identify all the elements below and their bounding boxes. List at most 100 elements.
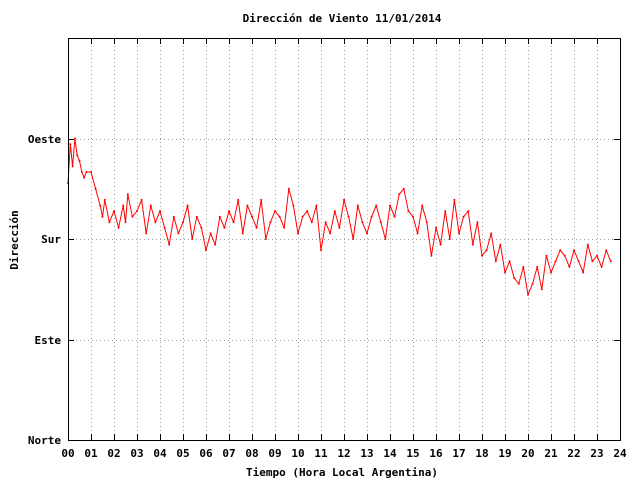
data-point	[310, 221, 313, 224]
data-point	[416, 232, 419, 235]
x-tick-label: 09	[268, 447, 281, 460]
data-point	[320, 249, 322, 252]
data-point	[145, 232, 148, 235]
x-tick-label: 18	[475, 447, 488, 460]
y-tick-label: Oeste	[28, 133, 61, 146]
data-point	[278, 215, 281, 218]
data-point	[136, 210, 138, 213]
data-point	[384, 238, 387, 240]
data-point	[425, 221, 428, 224]
data-point	[550, 271, 552, 274]
data-point	[260, 198, 263, 201]
data-point	[421, 204, 424, 207]
y-tick-label: Este	[35, 334, 62, 347]
data-point	[177, 232, 180, 235]
data-point	[297, 232, 299, 235]
data-point	[563, 254, 566, 257]
data-point	[103, 198, 106, 201]
data-point	[73, 137, 76, 140]
label-layer: 00 01 02 03 04 05 06 07 08 09 10 11 12 13 14 15 16 17 18 19…	[28, 133, 627, 460]
data-point	[78, 159, 81, 162]
data-point	[504, 271, 506, 274]
data-point	[251, 215, 253, 218]
data-point	[407, 210, 410, 213]
data-point	[117, 226, 120, 229]
data-point	[494, 260, 497, 263]
data-point	[274, 210, 276, 213]
data-point	[568, 265, 571, 268]
data-point	[292, 204, 295, 207]
data-point	[228, 210, 230, 213]
data-point	[205, 249, 207, 252]
data-point	[168, 243, 171, 246]
data-point	[458, 232, 460, 235]
data-point	[485, 249, 488, 252]
x-tick-label: 12	[337, 447, 350, 460]
data-point	[306, 210, 309, 213]
data-point	[324, 221, 327, 224]
x-tick-label: 10	[291, 447, 304, 460]
data-point	[209, 232, 212, 235]
x-tick-label: 22	[567, 447, 580, 460]
data-point	[287, 187, 290, 190]
data-point	[347, 215, 350, 218]
data-point	[559, 249, 562, 252]
x-tick-label: 21	[544, 447, 558, 460]
data-point	[214, 243, 217, 246]
data-point	[439, 243, 442, 246]
data-point	[600, 265, 603, 268]
data-point	[200, 226, 203, 229]
data-point	[398, 193, 401, 196]
data-point	[379, 221, 382, 224]
data-point	[499, 243, 502, 246]
data-point	[527, 293, 529, 296]
data-point	[577, 260, 580, 263]
data-point	[83, 176, 86, 179]
data-point	[513, 277, 516, 280]
data-point	[435, 226, 437, 229]
data-point	[333, 210, 336, 213]
data-point	[481, 254, 483, 257]
x-tick-label: 17	[452, 447, 465, 460]
data-point	[186, 204, 189, 207]
data-point	[99, 204, 102, 207]
x-tick-label: 08	[245, 447, 258, 460]
x-tick-label: 01	[84, 447, 98, 460]
data-point	[108, 221, 111, 224]
data-point	[315, 204, 318, 207]
data-point	[241, 232, 244, 235]
data-point	[264, 238, 267, 240]
data-point	[113, 210, 115, 213]
x-tick-label: 07	[222, 447, 235, 460]
data-point	[356, 204, 359, 207]
data-point	[448, 238, 451, 240]
data-point	[122, 204, 125, 207]
data-point	[223, 226, 226, 229]
data-point	[609, 260, 612, 263]
data-point	[246, 204, 249, 207]
x-tick-label: 11	[314, 447, 328, 460]
data-point	[94, 187, 97, 190]
x-tick-label: 00	[61, 447, 74, 460]
data-point	[69, 143, 72, 146]
data-point	[182, 221, 184, 224]
x-tick-label: 05	[176, 447, 189, 460]
data-point	[370, 215, 373, 218]
x-tick-label: 23	[590, 447, 603, 460]
data-point	[140, 198, 143, 201]
data-point	[596, 254, 598, 257]
data-point	[172, 215, 175, 218]
data-point	[366, 232, 368, 235]
data-point	[71, 165, 74, 168]
data-point	[329, 232, 332, 235]
data-point	[191, 238, 194, 240]
data-point	[573, 249, 575, 252]
data-point	[232, 221, 235, 224]
x-tick-label: 15	[406, 447, 419, 460]
x-tick-label: 04	[153, 447, 167, 460]
x-tick-label: 19	[498, 447, 511, 460]
data-point	[462, 215, 465, 218]
data-point	[85, 171, 88, 173]
data-point	[352, 238, 355, 240]
data-point	[154, 221, 157, 224]
